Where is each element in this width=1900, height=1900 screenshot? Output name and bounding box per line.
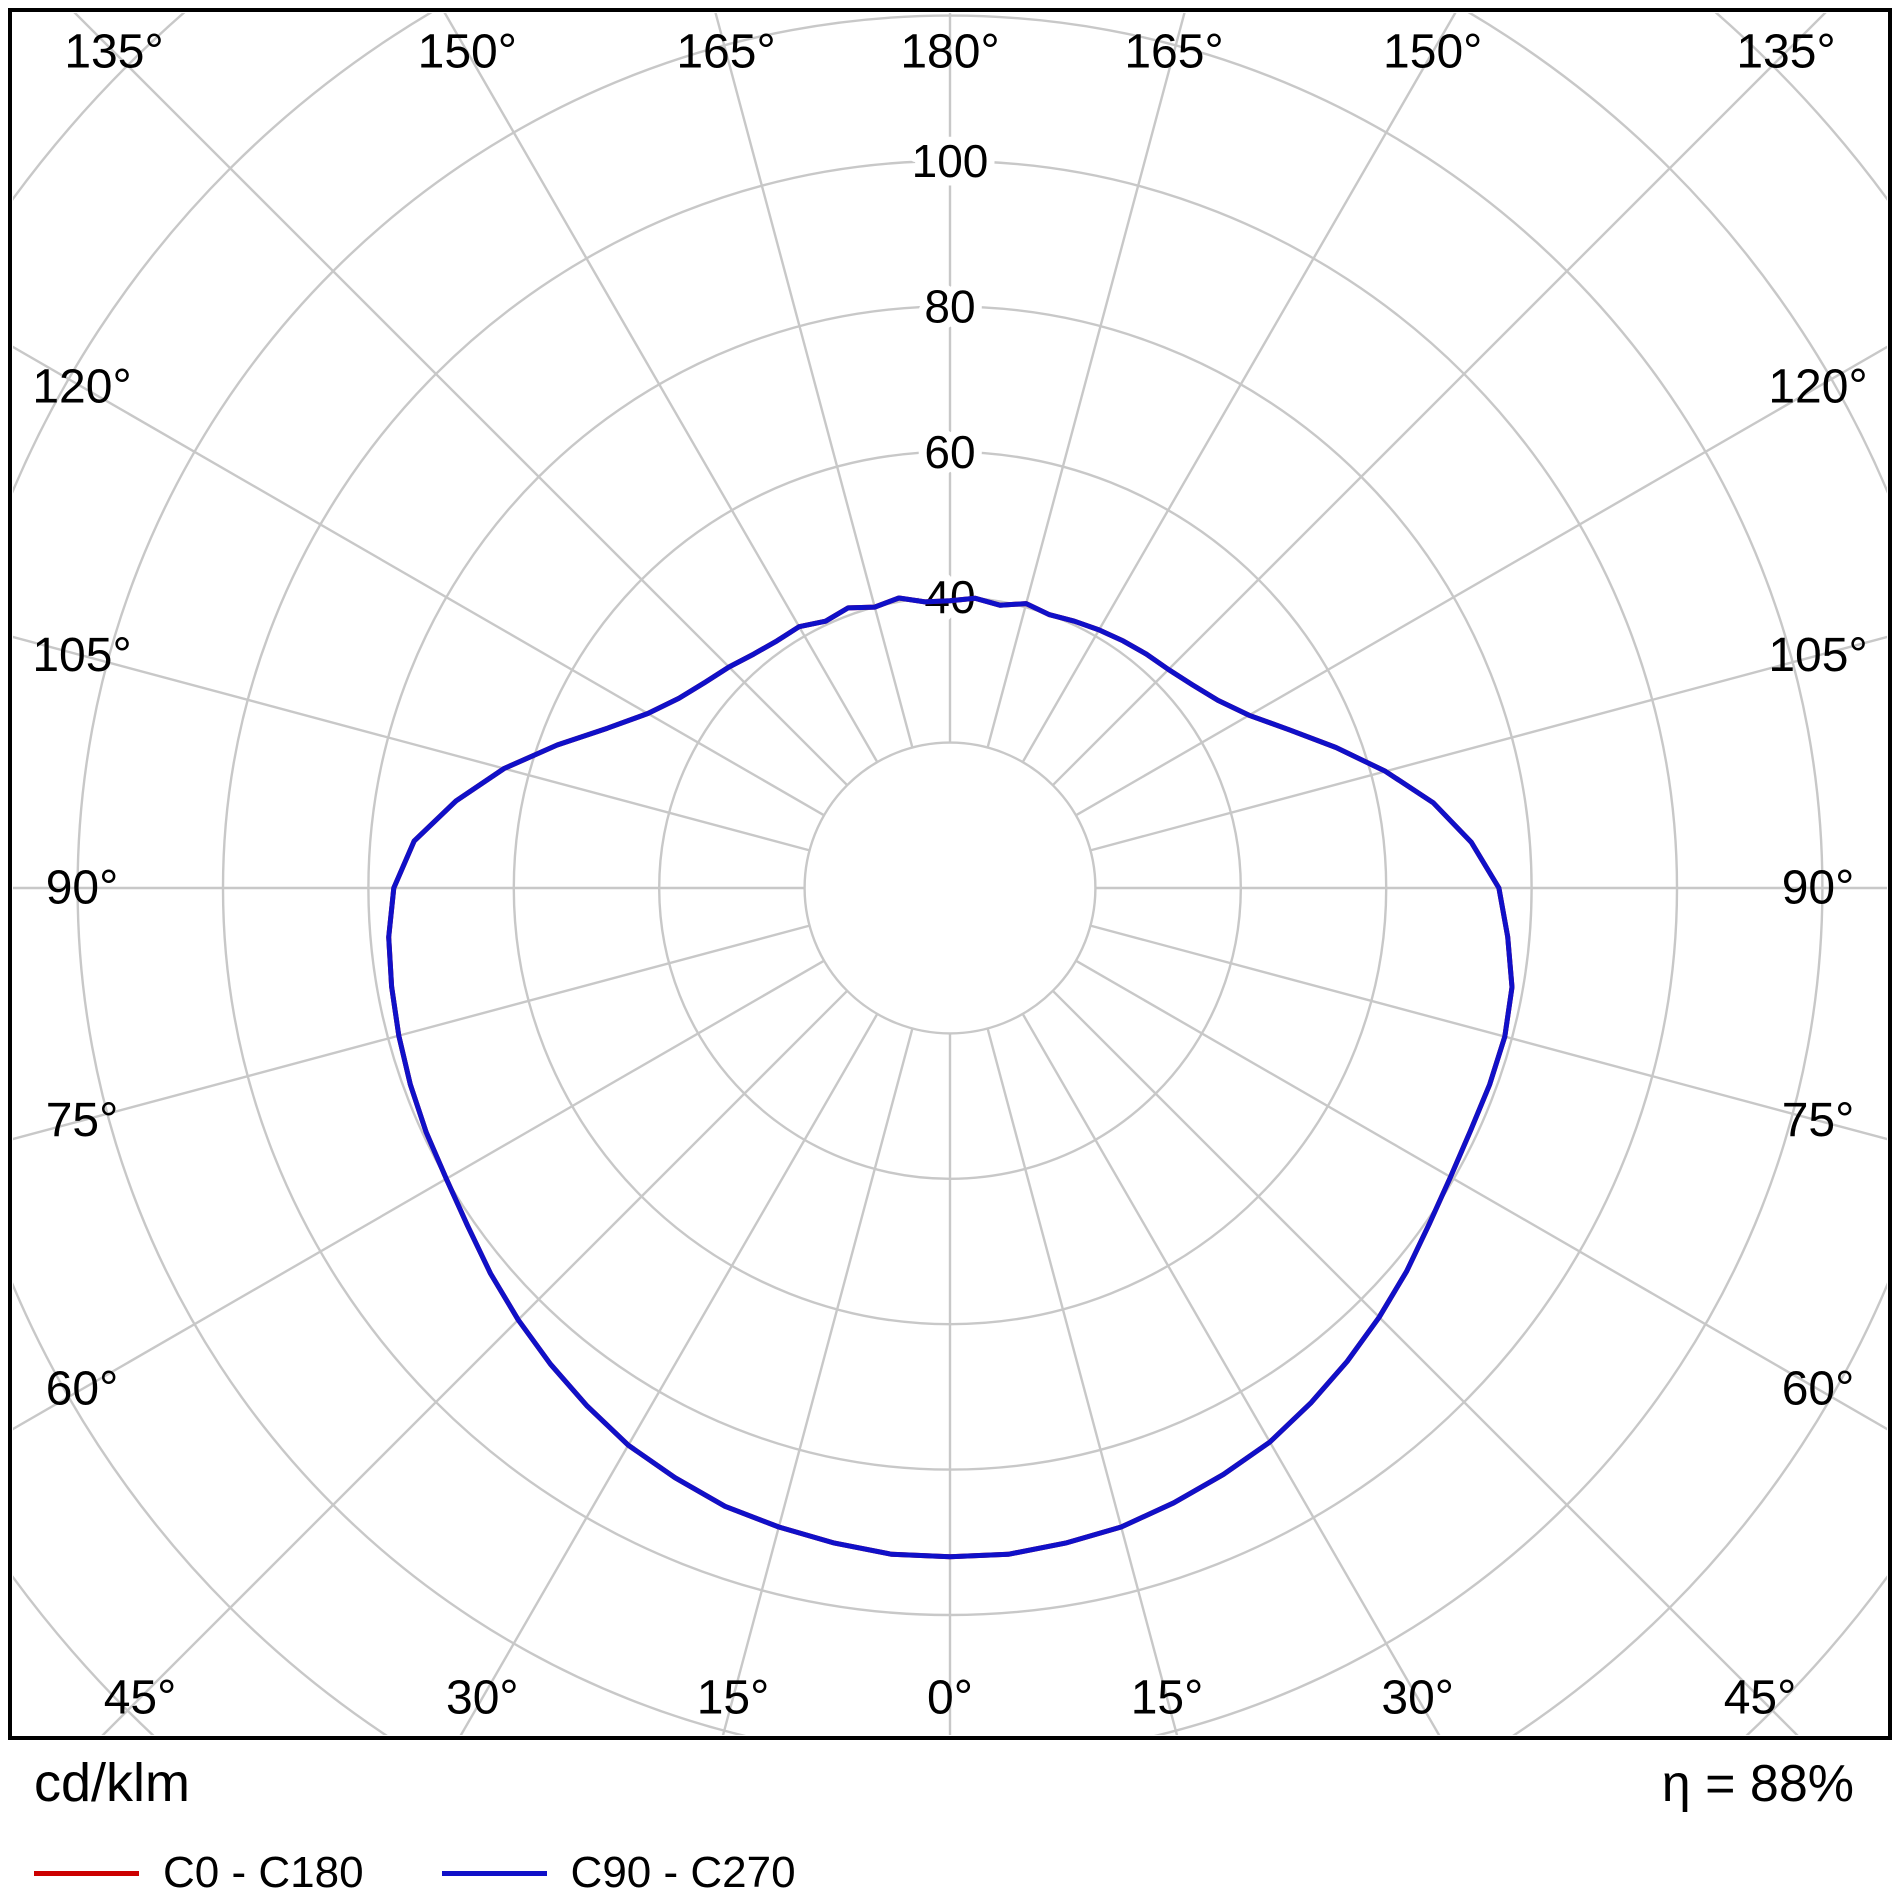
legend-label-c90-c270: C90 - C270 <box>570 1848 796 1897</box>
radial-tick-label: 100 <box>912 135 989 187</box>
angle-label: 120° <box>32 360 131 413</box>
angle-label: 60° <box>46 1363 119 1416</box>
radial-tick-label: 60 <box>924 426 975 478</box>
polar-grid <box>13 13 1887 1735</box>
radial-tick-label: 80 <box>924 280 975 332</box>
angle-label: 180° <box>900 26 999 79</box>
angle-label: 75° <box>46 1094 119 1147</box>
efficiency-label: η = 88% <box>1661 1755 1854 1813</box>
angle-label: 0° <box>927 1672 973 1725</box>
angle-label: 150° <box>418 26 517 79</box>
angle-label: 150° <box>1383 26 1482 79</box>
legend-line-c0-c180 <box>34 1870 139 1876</box>
angle-label: 165° <box>1124 26 1223 79</box>
angle-label: 135° <box>1736 26 1835 79</box>
angle-label: 45° <box>1724 1672 1797 1725</box>
angle-label: 30° <box>446 1672 519 1725</box>
curve-c90-c270 <box>386 595 1515 1560</box>
angle-label: 60° <box>1782 1363 1855 1416</box>
angle-label: 15° <box>697 1672 770 1725</box>
angle-label: 90° <box>46 862 119 915</box>
angle-labels: 0° 15° 15° 30° 30° 45° 45° 60° 60° 75° 75° 90° 90° 10… <box>32 26 1867 1725</box>
angle-label: 105° <box>32 629 131 682</box>
legend-line-c90-c270 <box>441 1870 547 1876</box>
angle-label: 30° <box>1381 1672 1454 1725</box>
angle-label: 15° <box>1131 1672 1204 1725</box>
angle-label: 165° <box>676 26 775 79</box>
legend-item-c0-c180: C0 - C180 <box>34 1848 364 1898</box>
units-label: cd/klm <box>34 1753 191 1813</box>
angle-label: 90° <box>1782 862 1855 915</box>
angle-label: 45° <box>104 1672 177 1725</box>
legend-item-c90-c270: C90 - C270 <box>441 1848 796 1898</box>
angle-label: 120° <box>1768 360 1867 413</box>
legend-label-c0-c180: C0 - C180 <box>163 1848 364 1897</box>
angle-label: 135° <box>64 26 163 79</box>
angle-label: 75° <box>1782 1094 1855 1147</box>
legend: C0 - C180 C90 - C270 <box>34 1848 796 1898</box>
angle-label: 105° <box>1768 629 1867 682</box>
